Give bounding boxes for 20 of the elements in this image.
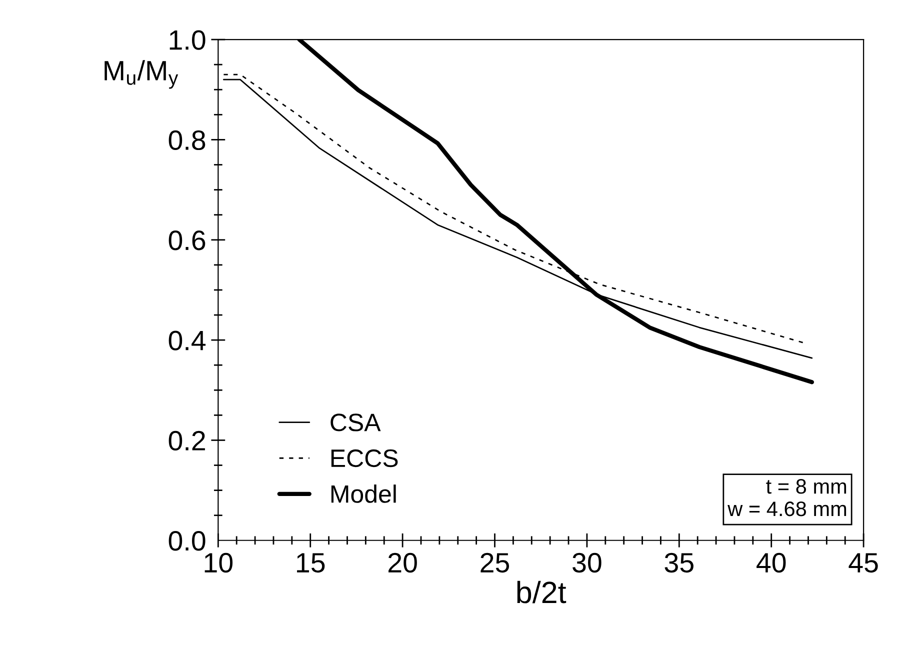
y-tick-label: 0.6 [168, 230, 206, 250]
x-tick-label: 10 [204, 552, 233, 573]
x-tick-label: 30 [572, 552, 602, 573]
x-axis-title: b/2t [517, 580, 566, 604]
y-axis-title: M$_{u}$/M$_{y}$ [104, 60, 178, 89]
x-tick-label: 20 [388, 552, 417, 573]
x-tick-label: 15 [297, 553, 325, 573]
legend-label: Model [331, 484, 396, 503]
legend-label: CSA [330, 414, 381, 432]
y-tick-label: 0.2 [168, 430, 205, 451]
y-tick-label: 0.4 [168, 330, 206, 350]
x-tick-label: 40 [756, 552, 786, 573]
y-tick-label: 0.8 [168, 130, 206, 150]
x-tick-label: 25 [480, 552, 510, 573]
x-tick-label: 45 [848, 553, 878, 573]
annotation: t = 8 mm w = 4.68 mm [728, 479, 846, 516]
y-tick-label: 1.0 [170, 30, 206, 50]
x-tick-label: 35 [664, 552, 694, 573]
legend-label: ECCS [331, 449, 398, 468]
y-tick-label: 0.0 [168, 531, 206, 551]
